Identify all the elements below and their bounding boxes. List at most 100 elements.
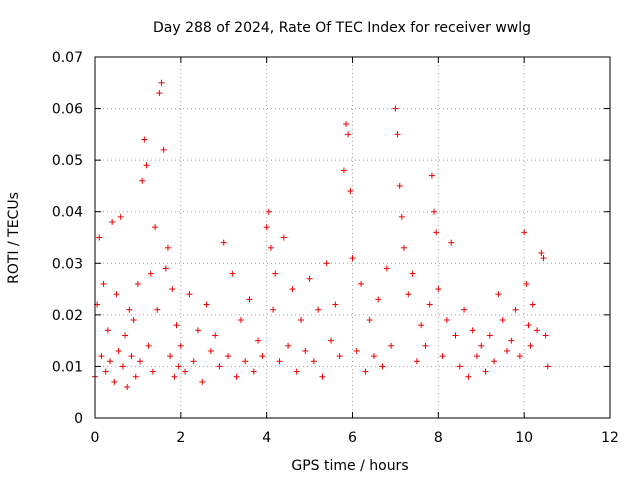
data-point [259, 353, 266, 360]
data-point [310, 358, 317, 365]
data-point [448, 239, 455, 246]
data-point [107, 358, 114, 365]
data-point [469, 327, 476, 334]
data-point [343, 121, 350, 128]
data-point [398, 213, 405, 220]
data-point [482, 368, 489, 375]
data-point [113, 291, 120, 298]
data-point [422, 342, 429, 349]
data-point [173, 322, 180, 329]
data-point [504, 347, 510, 354]
data-point [486, 332, 493, 339]
data-point [433, 229, 440, 236]
data-point [534, 327, 541, 334]
data-point [122, 332, 129, 339]
data-point [160, 146, 167, 153]
data-point [265, 208, 272, 215]
data-point [456, 363, 463, 370]
data-point [152, 224, 159, 231]
data-point [126, 306, 133, 313]
data-point [229, 270, 236, 277]
data-point [289, 286, 296, 293]
data-point [525, 322, 532, 329]
data-point [96, 234, 103, 241]
data-point [111, 378, 118, 385]
data-point [544, 363, 551, 370]
data-point [117, 213, 124, 220]
x-tick-label: 4 [262, 430, 271, 446]
y-tick-label: 0.07 [52, 50, 83, 66]
data-point [130, 317, 137, 324]
data-point [177, 342, 184, 349]
data-point [263, 224, 270, 231]
data-point [237, 317, 244, 324]
data-point [353, 347, 360, 354]
data-point [323, 260, 330, 267]
data-point [418, 322, 425, 329]
data-point [255, 337, 262, 344]
data-point [439, 353, 446, 360]
data-point [104, 327, 111, 334]
data-point [443, 317, 450, 324]
data-point [358, 280, 365, 287]
data-point [216, 363, 223, 370]
data-point [396, 182, 403, 189]
data-point [199, 378, 206, 385]
data-point [156, 90, 163, 97]
data-point [516, 353, 523, 360]
data-point [540, 255, 547, 262]
data-point [182, 368, 189, 375]
data-point [375, 296, 382, 303]
x-tick-label: 10 [515, 430, 533, 446]
data-point [203, 301, 210, 308]
data-point [190, 358, 197, 365]
data-point [285, 342, 292, 349]
data-point [143, 162, 150, 169]
data-point [98, 353, 105, 360]
data-point [119, 363, 126, 370]
data-point [383, 265, 390, 272]
x-tick-label: 0 [91, 430, 100, 446]
data-point [328, 337, 335, 344]
grid-lines [95, 57, 610, 418]
data-point [212, 332, 219, 339]
y-tick-label: 0.06 [52, 102, 83, 118]
data-point [242, 358, 249, 365]
y-tick-label: 0.03 [52, 256, 83, 272]
data-point [428, 172, 435, 179]
data-point [154, 306, 161, 313]
data-point [413, 358, 420, 365]
data-point [392, 105, 399, 112]
data-point [366, 317, 373, 324]
data-point [315, 306, 322, 313]
data-point [158, 79, 165, 86]
data-point [452, 332, 459, 339]
data-point [362, 368, 369, 375]
data-point [272, 270, 279, 277]
data-point [220, 239, 227, 246]
data-point [306, 275, 313, 282]
data-point [340, 167, 347, 174]
data-point [302, 347, 309, 354]
data-point [473, 353, 480, 360]
data-point [431, 208, 438, 215]
data-point [426, 301, 433, 308]
data-point [332, 301, 339, 308]
data-points [92, 79, 551, 391]
plot-frame [94, 56, 611, 419]
data-point [128, 353, 135, 360]
data-point [409, 270, 416, 277]
data-point [162, 265, 169, 272]
data-point [347, 188, 354, 195]
data-point [164, 244, 171, 251]
data-point [495, 291, 502, 298]
data-point [370, 353, 377, 360]
data-point [137, 358, 144, 365]
data-point [508, 337, 515, 344]
data-point [379, 363, 386, 370]
y-tick-label: 0.02 [52, 308, 83, 324]
y-tick-label: 0 [74, 411, 83, 427]
data-point [102, 368, 109, 375]
chart-title: Day 288 of 2024, Rate Of TEC Index for r… [153, 20, 531, 36]
